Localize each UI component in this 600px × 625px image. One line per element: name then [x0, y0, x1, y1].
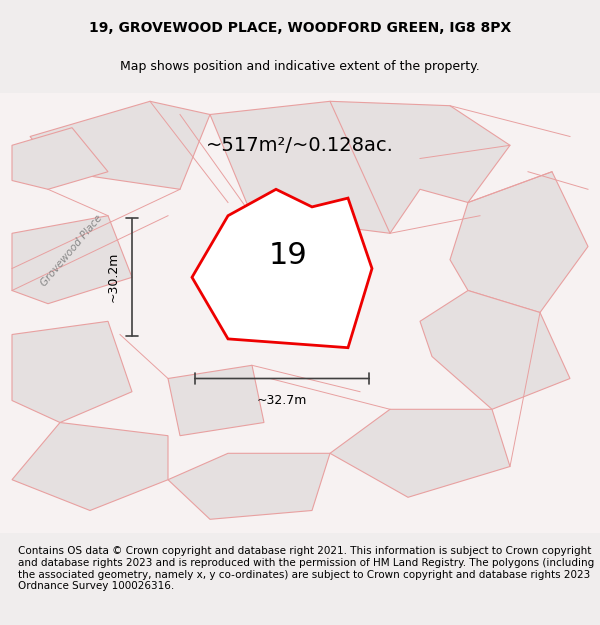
Polygon shape	[12, 216, 132, 304]
Polygon shape	[30, 101, 210, 189]
Text: ~32.7m: ~32.7m	[257, 394, 307, 407]
Text: ~517m²/~0.128ac.: ~517m²/~0.128ac.	[206, 136, 394, 155]
Polygon shape	[420, 291, 570, 409]
Text: ~30.2m: ~30.2m	[107, 252, 120, 302]
Polygon shape	[12, 127, 108, 189]
Polygon shape	[168, 453, 330, 519]
Polygon shape	[12, 321, 132, 422]
Text: Contains OS data © Crown copyright and database right 2021. This information is : Contains OS data © Crown copyright and d…	[18, 546, 594, 591]
Polygon shape	[168, 365, 264, 436]
Polygon shape	[210, 101, 420, 233]
Polygon shape	[330, 101, 510, 233]
Text: Grovewood Place: Grovewood Place	[39, 213, 105, 289]
Polygon shape	[330, 409, 510, 498]
Polygon shape	[192, 189, 372, 348]
Polygon shape	[450, 172, 588, 312]
Text: Map shows position and indicative extent of the property.: Map shows position and indicative extent…	[120, 60, 480, 73]
Polygon shape	[12, 422, 168, 511]
Text: 19: 19	[269, 241, 307, 270]
Text: 19, GROVEWOOD PLACE, WOODFORD GREEN, IG8 8PX: 19, GROVEWOOD PLACE, WOODFORD GREEN, IG8…	[89, 21, 511, 35]
